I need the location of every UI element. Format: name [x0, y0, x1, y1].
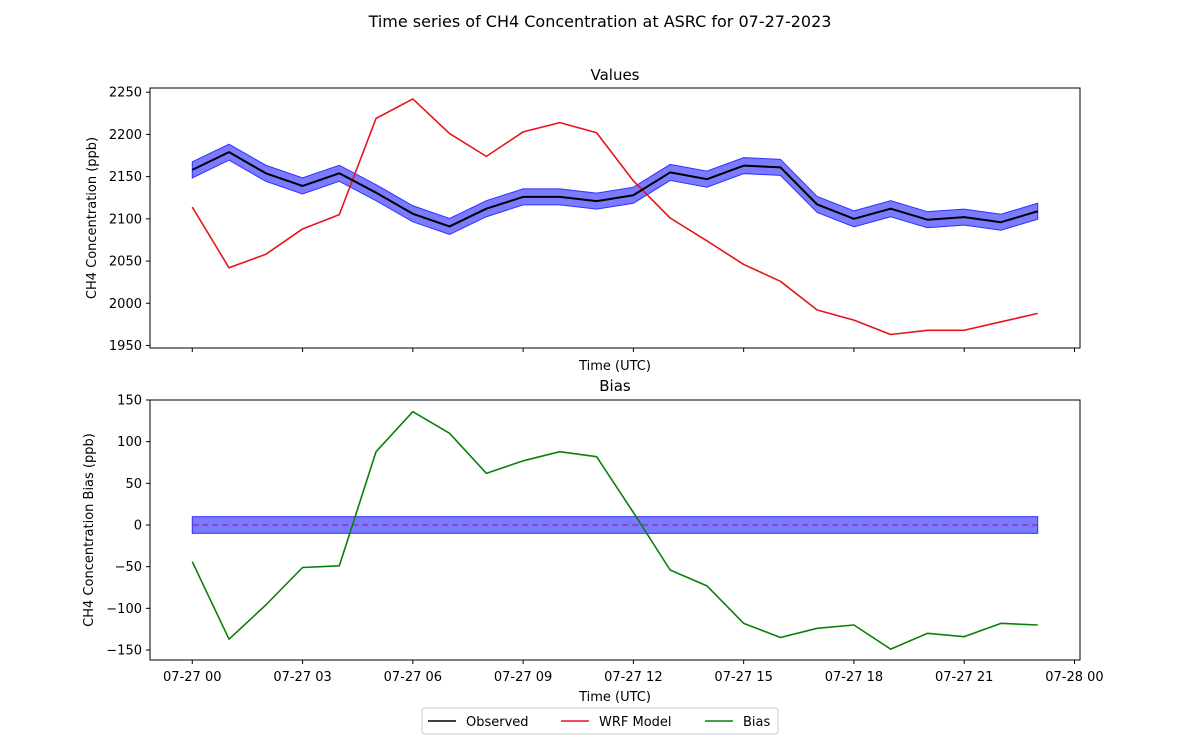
y-tick-label: 2250 [109, 86, 142, 101]
values-x-axis-label: Time (UTC) [578, 359, 651, 374]
x-tick-label: 07-27 18 [825, 670, 883, 685]
values-y-ticks: 1950 2000 2050 2100 2150 2200 2250 [109, 86, 150, 354]
bias-y-ticks: −150 −100 −50 0 50 100 150 [106, 394, 150, 659]
legend-label-bias: Bias [743, 715, 770, 730]
x-tick-label: 07-27 06 [384, 670, 442, 685]
y-tick-label: 150 [117, 394, 142, 409]
y-tick-label: 2150 [109, 170, 142, 185]
x-tick-label: 07-27 21 [935, 670, 993, 685]
values-series-lines [191, 98, 1039, 336]
observed-uncertainty-band [191, 143, 1039, 235]
legend-label-observed: Observed [466, 715, 529, 730]
bias-x-axis-label: Time (UTC) [578, 690, 651, 705]
y-tick-label: 1950 [109, 339, 142, 354]
values-x-ticks [191, 348, 1075, 352]
y-tick-label: 50 [125, 477, 142, 492]
bias-series-lines [191, 410, 1038, 650]
x-tick-label: 07-27 00 [163, 670, 221, 685]
wrf-model-line [191, 98, 1038, 336]
y-tick-label: 2000 [109, 297, 142, 312]
x-tick-label: 07-27 03 [273, 670, 331, 685]
bias-x-ticks: 07-27 00 07-27 03 07-27 06 07-27 09 07-27 12… [163, 660, 1104, 685]
x-tick-label: 07-28 00 [1045, 670, 1103, 685]
values-axes: Values 1950 2000 2050 2100 2150 2200 2250 Time… [85, 66, 1081, 374]
bias-y-axis-label: CH4 Concentration Bias (ppb) [82, 433, 97, 627]
bias-axes-frame [149, 399, 1081, 661]
legend: Observed WRF Model Bias [421, 707, 779, 735]
zero-band [191, 516, 1039, 534]
y-tick-label: −50 [115, 560, 142, 575]
values-y-axis-label: CH4 Concentration (ppb) [85, 137, 100, 299]
legend-box [421, 707, 779, 735]
y-tick-label: 0 [134, 519, 142, 534]
observed-band-area [191, 143, 1039, 235]
bias-axes-title: Bias [599, 377, 631, 395]
y-tick-label: 100 [117, 435, 142, 450]
figure-title: Time series of CH4 Concentration at ASRC… [368, 12, 832, 31]
values-axes-frame [149, 87, 1081, 349]
y-tick-label: −100 [106, 602, 142, 617]
y-tick-label: 2050 [109, 255, 142, 270]
bias-line [191, 410, 1038, 650]
x-tick-label: 07-27 09 [494, 670, 552, 685]
legend-label-wrf-model: WRF Model [599, 715, 672, 730]
y-tick-label: 2200 [109, 128, 142, 143]
values-axes-title: Values [590, 66, 639, 84]
x-tick-label: 07-27 15 [714, 670, 772, 685]
y-tick-label: −150 [106, 644, 142, 659]
x-tick-label: 07-27 12 [604, 670, 662, 685]
y-tick-label: 2100 [109, 212, 142, 227]
observed-line [191, 151, 1039, 228]
